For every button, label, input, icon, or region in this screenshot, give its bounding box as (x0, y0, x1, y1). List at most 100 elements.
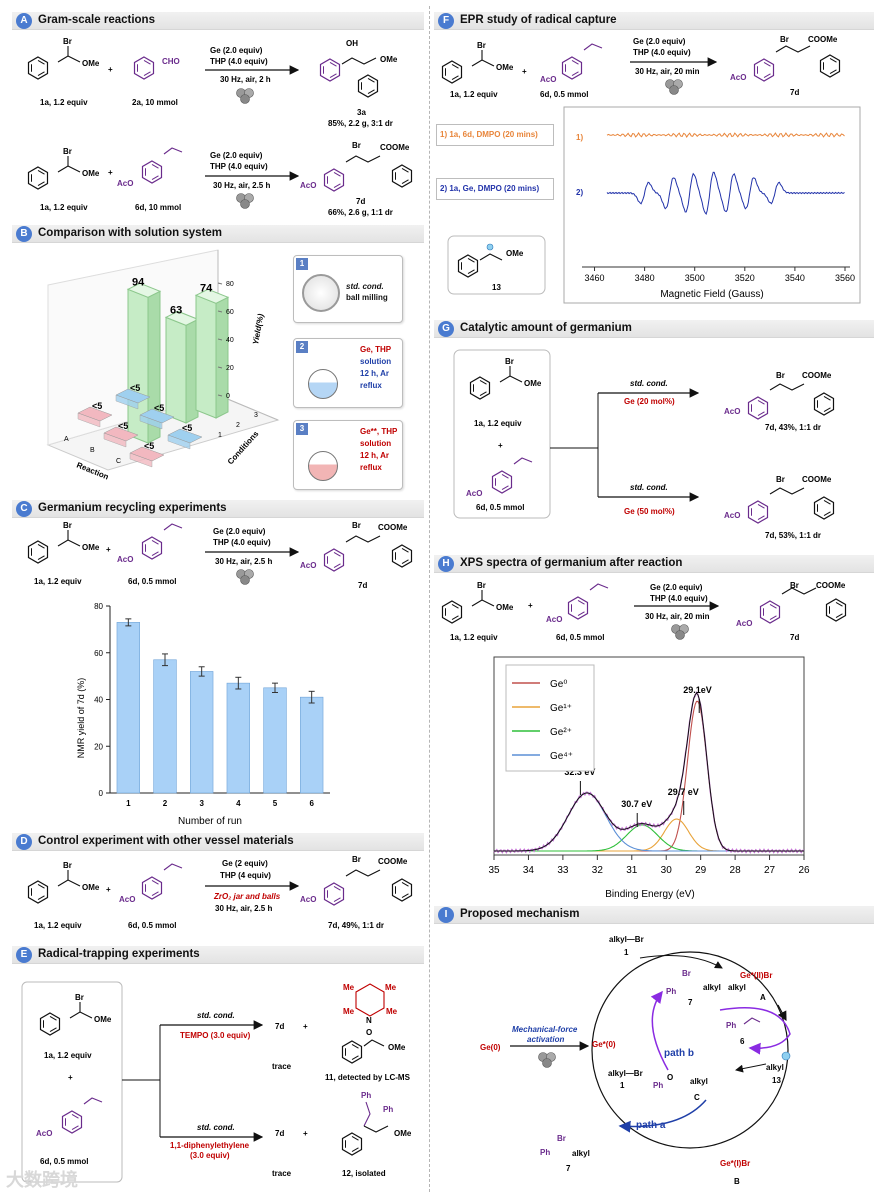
product-7d-yield: 7d, 49%, 1:1 dr (328, 921, 384, 930)
plus-sign: + (498, 441, 503, 450)
x-tick-label: 33 (557, 865, 569, 876)
panel-g-badge: G (438, 321, 454, 337)
label-aco-7d: AcO (736, 619, 752, 628)
cond-jar: ZrO₂ jar and balls (213, 892, 281, 901)
panel-c-header: C Germanium recycling experiments (12, 500, 424, 518)
styrene-ring (141, 160, 163, 184)
small-bar-label: <5 (182, 423, 192, 433)
xps-plot-area: 35 34 33 32 31 30 29 28 27 26 29.1eV 29.7 eV 30.7 eV… (488, 685, 810, 876)
x-axis-title: Conditions (226, 429, 261, 466)
condition-tick-label: 1 (218, 432, 222, 439)
product-ring-2 (813, 496, 835, 520)
xps-legend-entries: Ge⁰ Ge¹⁺ Ge²⁺ Ge⁴⁺ (512, 679, 573, 762)
legend-num-3: 3 (296, 423, 308, 435)
label-aco: AcO (119, 895, 135, 904)
label-aco-7d: AcO (724, 511, 740, 520)
mechanism-diagram: alkyl—Br 1 Br Ph alkyl 7 Ge*(II)Br alkyl… (480, 935, 791, 1186)
mech-7-bottom: 7 (566, 1164, 571, 1173)
cond-time: 30 Hz, air, 2 h (220, 75, 271, 84)
substrate-2a-label: 2a, 10 mmol (132, 98, 178, 107)
legend-label: Ge¹⁺ (550, 703, 572, 714)
cond-time: 30 Hz, air, 2.5 h (215, 904, 272, 913)
label-br: Br (63, 861, 72, 870)
small-bar-front (103, 432, 127, 448)
flask-icon (308, 369, 338, 399)
cond-std-1: std. cond. (630, 379, 668, 388)
cond-tempo: TEMPO (3.0 equiv) (180, 1031, 251, 1040)
label-ome: OMe (496, 63, 514, 72)
legend-label: Ge⁰ (550, 679, 567, 690)
small-bar-label: <5 (130, 383, 140, 393)
cond-ge: Ge (2.0 equiv) (633, 37, 686, 46)
label-coome: COOMe (808, 35, 838, 44)
cond-thp: THP (4 equiv) (220, 871, 271, 880)
panel-e-header: E Radical-trapping experiments (12, 946, 424, 964)
benzene-ring (27, 540, 49, 564)
cond-std-2: std. cond. (630, 483, 668, 492)
legend-box-1: 1 std. cond. ball milling (293, 255, 403, 323)
x-tick-label: 3520 (735, 273, 755, 283)
product-ring-2 (391, 878, 413, 902)
substrate-1a-label: 1a, 1.2 equiv (450, 633, 498, 642)
panel-a-reaction-1: Br OMe 1a, 1.2 equiv + CHO 2a, 10 mmol G… (27, 37, 398, 128)
mech-ge-II-br: Ge*(II)Br (740, 971, 772, 980)
label-aco-7d: AcO (724, 407, 740, 416)
cond-ge20: Ge (20 mol%) (624, 397, 675, 406)
cond-thp: THP (4.0 equiv) (650, 594, 708, 603)
styrene-ring (141, 876, 163, 900)
epr-series-2-line (606, 171, 845, 216)
label-oh: OH (346, 39, 358, 48)
condition-tick-label: 3 (254, 412, 258, 419)
z-tick (217, 282, 223, 285)
z-tick (217, 394, 223, 397)
label-ome: OMe (496, 603, 514, 612)
mech-alkyl-C: alkyl (690, 1077, 708, 1086)
ball-mill-icon (671, 624, 689, 640)
panel-h-title: XPS spectra of germanium after reaction (460, 557, 683, 569)
substrate-1a-label: 1a, 1.2 equiv (34, 921, 82, 930)
panel-a-badge: A (16, 13, 32, 29)
epr-series-2-name: 2) 1a, Ge, DMPO (20 mins) (440, 184, 540, 193)
product-7d-e1: 7d (275, 1022, 284, 1031)
benzaldehyde-ring (133, 56, 155, 80)
catalytic-cycle (591, 951, 789, 1149)
epr-frame (563, 106, 861, 304)
mech-alkylbr-left: alkyl—Br (608, 1069, 643, 1078)
label-coome: COOMe (802, 371, 832, 380)
panel-i-badge: I (438, 907, 454, 923)
label-ome: OMe (94, 1015, 112, 1024)
x-tick-label: 3560 (835, 273, 855, 283)
cond-std-2: std. cond. (197, 1123, 235, 1132)
recycling-bar-chart: 0 20 40 60 80 1 2 3 4 5 6 Number of run NMR yield … (76, 602, 330, 827)
product-7d-yield: 66%, 2.6 g, 1:1 dr (328, 208, 393, 217)
label-aco-7d: AcO (300, 561, 316, 570)
legend-label: Ge²⁺ (550, 727, 572, 738)
mech-ph-C: Ph (653, 1081, 663, 1090)
panel-b-3d-chart: 94 63 74 <5 <5 <5 <5 <5 <5 0 20 40 60 80 A B C 1 2 3 Yield(… (46, 249, 280, 482)
styrene-ring (561, 56, 583, 80)
x-tick-label: 31 (626, 865, 638, 876)
panel-c-badge: C (16, 501, 32, 517)
panel-d-header: D Control experiment with other vessel m… (12, 833, 424, 851)
legend-3-line3: 12 h, Ar (360, 451, 390, 460)
x-tick-label: 34 (523, 865, 535, 876)
panel-g-title: Catalytic amount of germanium (460, 322, 632, 334)
mech-ph-7b: Ph (540, 1148, 550, 1157)
cond-ge50: Ge (50 mol%) (624, 507, 675, 516)
panel-b-title: Comparison with solution system (38, 227, 223, 239)
trace-label-2: trace (272, 1169, 292, 1178)
plus-sign: + (303, 1022, 308, 1031)
mech-br-7b: Br (557, 1134, 566, 1143)
mech-6: 6 (740, 1037, 745, 1046)
legend-3-line1: Ge**, THP (360, 427, 398, 436)
mech-br-7: Br (682, 969, 691, 978)
label-br-7d: Br (352, 855, 361, 864)
plus-sign: + (522, 67, 527, 76)
benzene-ring (27, 166, 49, 190)
label-me: Me (343, 1007, 355, 1016)
substrate-6d-label: 6d, 10 mmol (135, 203, 181, 212)
mech-A: A (760, 993, 766, 1002)
product-ring (319, 58, 341, 82)
bar-group: 94 63 74 <5 <5 <5 <5 <5 <5 0 20 40 60 80 A B C 1 2 3 (64, 276, 258, 468)
x-tick-label: 3 (199, 799, 204, 808)
